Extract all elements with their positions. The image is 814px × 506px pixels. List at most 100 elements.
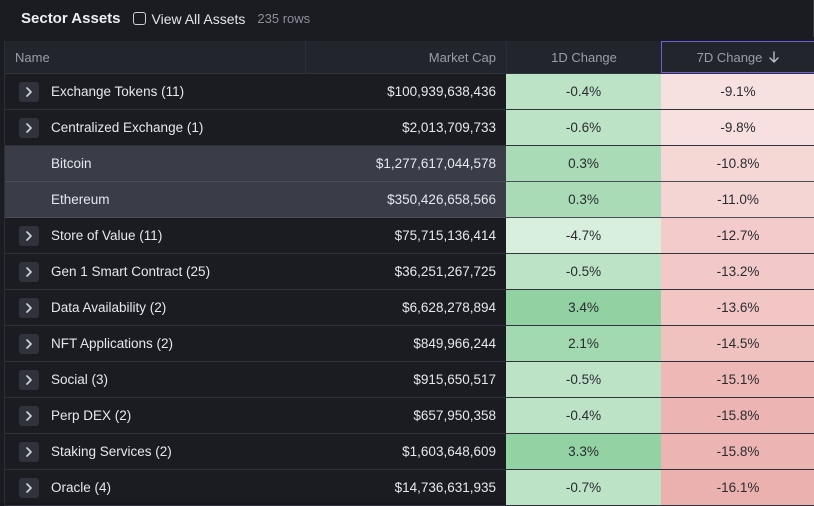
table-row[interactable]: Exchange Tokens (11) $100,939,638,436 -0.4…: [5, 74, 814, 110]
sector-name: Store of Value (11): [51, 228, 163, 243]
cell-7d-change: -14.5%: [661, 326, 814, 361]
table-row[interactable]: Social (3) $915,650,517 -0.5% -15.1%: [5, 362, 814, 398]
row-count: 235 rows: [257, 11, 311, 26]
cell-name: NFT Applications (2): [5, 326, 305, 361]
table-row[interactable]: Centralized Exchange (1) $2,013,709,733 -0…: [5, 110, 814, 146]
cell-7d-change: -15.1%: [661, 362, 814, 397]
table-row[interactable]: Staking Services (2) $1,603,648,609 3.3% -1…: [5, 434, 814, 470]
sector-name: Oracle (4): [51, 480, 112, 495]
cell-7d-change: -12.7%: [661, 218, 814, 253]
cell-name: Exchange Tokens (11): [5, 74, 305, 109]
sector-table: Name Market Cap 1D Change 7D Change Exch…: [4, 41, 814, 506]
table-row[interactable]: Data Availability (2) $6,628,278,894 3.4% -…: [5, 290, 814, 326]
sector-name: Perp DEX (2): [51, 408, 132, 423]
cell-7d-change: -13.2%: [661, 254, 814, 289]
cell-name: Ethereum: [5, 182, 305, 217]
cell-1d-change: -0.5%: [506, 254, 661, 289]
column-header-name[interactable]: Name: [5, 41, 305, 73]
cell-market-cap: $6,628,278,894: [402, 300, 496, 315]
chevron-right-icon[interactable]: [19, 81, 39, 102]
sector-name: Social (3): [51, 372, 109, 387]
cell-market-cap: $1,603,648,609: [402, 444, 496, 459]
cell-1d-change: 3.4%: [506, 290, 661, 325]
chevron-right-icon[interactable]: [19, 477, 39, 498]
sector-name: Ethereum: [51, 192, 110, 207]
cell-market-cap: $14,736,631,935: [394, 480, 496, 495]
chevron-right-icon[interactable]: [19, 261, 39, 282]
column-header-7d-change[interactable]: 7D Change: [661, 41, 814, 73]
chevron-right-icon[interactable]: [19, 441, 39, 462]
cell-name: Bitcoin: [5, 146, 305, 181]
cell-7d-change: -16.1%: [661, 470, 814, 505]
cell-1d-change: -0.5%: [506, 362, 661, 397]
cell-market-cap: $75,715,136,414: [394, 228, 496, 243]
panel-title: Sector Assets: [21, 10, 121, 27]
chevron-right-icon[interactable]: [19, 405, 39, 426]
cell-1d-change: -0.7%: [506, 470, 661, 505]
cell-7d-change: -13.6%: [661, 290, 814, 325]
view-all-label[interactable]: View All Assets: [151, 10, 246, 27]
sector-name: Gen 1 Smart Contract (25): [51, 264, 211, 279]
cell-market-cap: $849,966,244: [413, 336, 496, 351]
column-header-1d-change[interactable]: 1D Change: [506, 41, 661, 73]
table-row[interactable]: Oracle (4) $14,736,631,935 -0.7% -16.1%: [5, 470, 814, 506]
cell-7d-change: -10.8%: [661, 146, 814, 181]
cell-market-cap: $100,939,638,436: [387, 84, 496, 99]
cell-7d-change: -9.8%: [661, 110, 814, 145]
cell-1d-change: -0.4%: [506, 398, 661, 433]
panel-header: Sector Assets View All Assets 235 rows: [0, 0, 814, 37]
cell-market-cap: $1,277,617,044,578: [375, 156, 496, 171]
cell-1d-change: 2.1%: [506, 326, 661, 361]
cell-1d-change: 0.3%: [506, 182, 661, 217]
sector-name: Staking Services (2): [51, 444, 172, 459]
cell-market-cap: $657,950,358: [413, 408, 496, 423]
chevron-right-icon[interactable]: [19, 225, 39, 246]
cell-market-cap: $350,426,658,566: [387, 192, 496, 207]
cell-1d-change: 0.3%: [506, 146, 661, 181]
column-header-7d-change-label: 7D Change: [696, 49, 763, 65]
column-header-name-label: Name: [15, 49, 50, 65]
cell-market-cap: $36,251,267,725: [394, 264, 496, 279]
cell-name: Oracle (4): [5, 470, 305, 505]
cell-1d-change: -0.4%: [506, 74, 661, 109]
sector-name: Bitcoin: [51, 156, 92, 171]
cell-name: Store of Value (11): [5, 218, 305, 253]
table-body: Exchange Tokens (11) $100,939,638,436 -0.4…: [5, 74, 814, 506]
chevron-right-icon[interactable]: [19, 369, 39, 390]
table-row[interactable]: NFT Applications (2) $849,966,244 2.1% -14.…: [5, 326, 814, 362]
cell-name: Centralized Exchange (1): [5, 110, 305, 145]
arrow-down-icon[interactable]: [769, 51, 780, 63]
cell-market-cap: $2,013,709,733: [402, 120, 496, 135]
column-header-market-cap-label: Market Cap: [428, 49, 496, 65]
table-row[interactable]: Ethereum $350,426,658,566 0.3% -11.0%: [5, 182, 814, 218]
cell-7d-change: -11.0%: [661, 182, 814, 217]
table-row[interactable]: Bitcoin $1,277,617,044,578 0.3% -10.8%: [5, 146, 814, 182]
column-header-1d-change-label: 1D Change: [551, 49, 617, 65]
chevron-right-icon[interactable]: [19, 117, 39, 138]
cell-market-cap: $915,650,517: [413, 372, 496, 387]
table-header: Name Market Cap 1D Change 7D Change: [5, 41, 814, 74]
table-row[interactable]: Perp DEX (2) $657,950,358 -0.4% -15.8%: [5, 398, 814, 434]
cell-1d-change: 3.3%: [506, 434, 661, 469]
cell-1d-change: -4.7%: [506, 218, 661, 253]
cell-name: Gen 1 Smart Contract (25): [5, 254, 305, 289]
cell-name: Perp DEX (2): [5, 398, 305, 433]
sector-name: NFT Applications (2): [51, 336, 174, 351]
cell-name: Social (3): [5, 362, 305, 397]
cell-7d-change: -9.1%: [661, 74, 814, 109]
sector-name: Data Availability (2): [51, 300, 167, 315]
column-header-market-cap[interactable]: Market Cap: [305, 41, 506, 73]
cell-name: Staking Services (2): [5, 434, 305, 469]
cell-7d-change: -15.8%: [661, 398, 814, 433]
sector-name: Exchange Tokens (11): [51, 84, 185, 99]
view-all-checkbox[interactable]: [132, 12, 146, 25]
chevron-right-icon[interactable]: [19, 297, 39, 318]
table-row[interactable]: Store of Value (11) $75,715,136,414 -4.7% -…: [5, 218, 814, 254]
sector-name: Centralized Exchange (1): [51, 120, 204, 135]
table-row[interactable]: Gen 1 Smart Contract (25) $36,251,267,725…: [5, 254, 814, 290]
cell-7d-change: -15.8%: [661, 434, 814, 469]
chevron-right-icon[interactable]: [19, 333, 39, 354]
cell-1d-change: -0.6%: [506, 110, 661, 145]
cell-name: Data Availability (2): [5, 290, 305, 325]
